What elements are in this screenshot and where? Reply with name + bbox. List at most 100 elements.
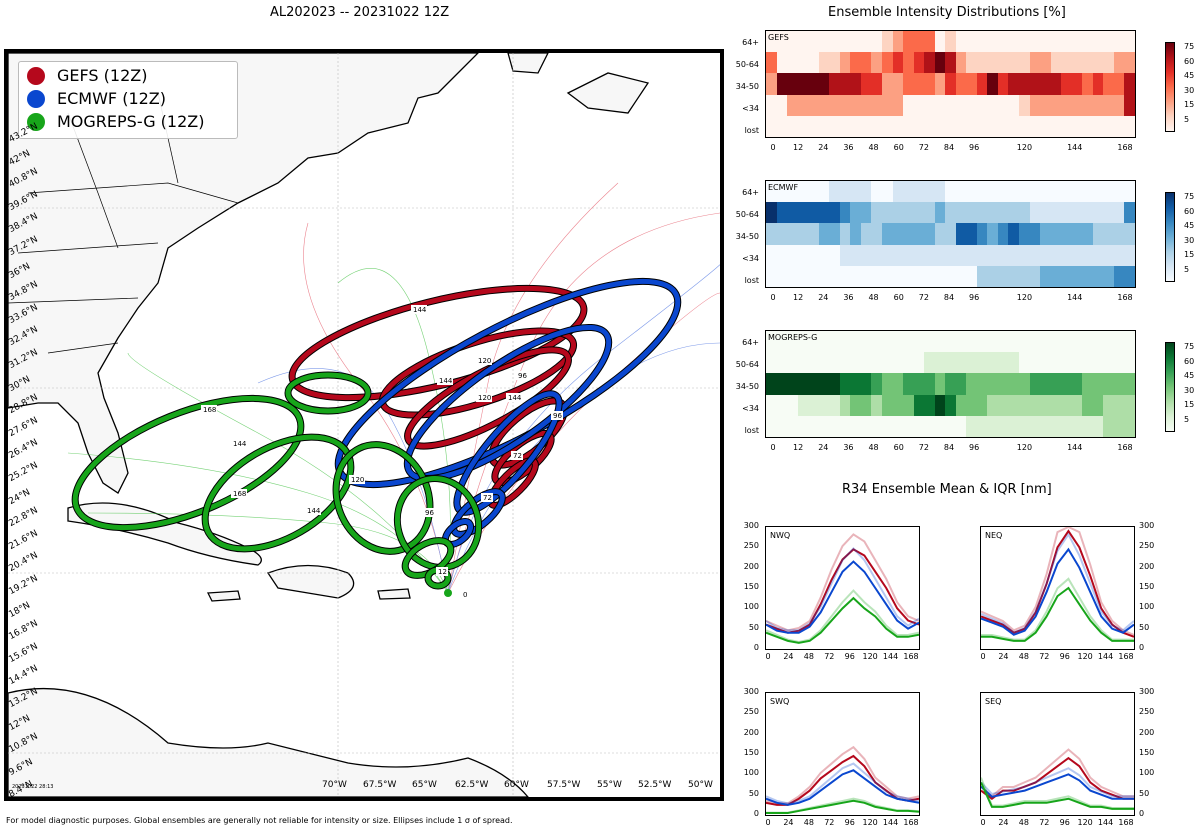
lon-label: 52.5°W — [638, 780, 672, 790]
r34-ytick: 250 — [743, 707, 759, 717]
r34-iqr-line — [980, 532, 1135, 634]
r34-xtick: 0 — [980, 652, 986, 661]
heat-cell — [818, 223, 830, 246]
heat-cell — [966, 52, 978, 74]
heat-cell — [1019, 331, 1031, 353]
heat-cell — [1050, 331, 1062, 353]
ecmwf-label-96: 96 — [553, 412, 562, 420]
intensity-xlabel: 84 — [943, 143, 955, 152]
heat-cell — [881, 31, 893, 53]
heat-cell — [934, 73, 946, 96]
colorbar — [1165, 42, 1175, 132]
lon-label: 60°W — [504, 780, 529, 790]
heat-cell — [1092, 373, 1104, 396]
r34-xtick: 24 — [783, 818, 794, 827]
heat-cell — [1050, 94, 1062, 117]
heat-cell — [892, 73, 904, 96]
heat-cell — [871, 244, 883, 267]
colorbar-tick: 45 — [1184, 221, 1195, 230]
heat-cell — [787, 94, 799, 117]
heat-cell — [976, 394, 988, 417]
heat-cell — [934, 52, 946, 74]
heat-cell — [945, 52, 957, 74]
heat-cell — [1113, 352, 1125, 374]
heat-cell — [924, 115, 936, 138]
heat-cell — [860, 31, 872, 53]
r34-ytick: 50 — [1139, 788, 1150, 798]
heat-cell — [1082, 202, 1094, 224]
intensity-xlabel: 60 — [893, 143, 904, 152]
heat-cell — [934, 373, 946, 396]
r34-ytick: 0 — [753, 809, 759, 818]
heat-cell — [966, 415, 978, 438]
heat-cell — [818, 73, 830, 96]
heat-cell — [903, 394, 915, 417]
heat-cell — [903, 415, 915, 438]
colorbar-tick: 5 — [1184, 114, 1190, 124]
heat-cell — [1113, 181, 1125, 203]
intensity-xlabel: 144 — [1067, 293, 1083, 302]
heat-cell — [987, 181, 999, 203]
heat-cell — [987, 244, 999, 267]
heat-cell — [776, 352, 788, 374]
heat-cell — [1092, 265, 1104, 288]
heat-cell — [797, 352, 809, 374]
heat-cell — [945, 31, 957, 53]
heat-cell — [881, 244, 893, 267]
r34-iqr-line — [765, 762, 920, 805]
intensity-xlabel: 72 — [918, 443, 929, 452]
ecmwf-label-72: 72 — [513, 452, 522, 460]
heat-cell — [797, 52, 809, 74]
heat-cell — [776, 115, 788, 138]
heat-cell — [1103, 223, 1115, 246]
heat-cell — [913, 373, 925, 396]
intensity-xlabel: 60 — [893, 293, 904, 302]
heat-cell — [797, 244, 809, 267]
heat-cell — [987, 352, 999, 374]
heat-cell — [1040, 115, 1052, 138]
heat-cell — [966, 73, 978, 96]
r34-xtick: 72 — [824, 652, 835, 661]
heat-cell — [913, 394, 925, 417]
heat-cell — [839, 244, 851, 267]
heat-cell — [860, 394, 872, 417]
land-layer — [8, 53, 650, 797]
heat-cell — [839, 415, 851, 438]
lon-label: 70°W — [322, 780, 347, 790]
legend-mogreps: MOGREPS-G (12Z) — [23, 110, 233, 133]
heat-cell — [1050, 202, 1062, 224]
heat-cell — [808, 31, 820, 53]
heat-cell — [976, 415, 988, 438]
heat-cell — [787, 373, 799, 396]
heat-cell — [818, 115, 830, 138]
heat-cell — [818, 373, 830, 396]
heat-cell — [976, 52, 988, 74]
heat-cell — [1103, 181, 1115, 203]
heat-cell — [808, 73, 820, 96]
r34-ytick: 150 — [743, 748, 759, 757]
heat-cell — [787, 52, 799, 74]
heat-cell — [1113, 223, 1125, 246]
heat-cell — [787, 331, 799, 353]
track-map[interactable]: 144 144 120 96 144 120 96 72 72 168 144 … — [4, 49, 724, 801]
heat-cell — [850, 331, 862, 353]
heat-cell — [808, 223, 820, 246]
heat-cell — [818, 94, 830, 117]
heatmap-ecmwf: ECMWF — [765, 180, 1136, 288]
heat-cell — [766, 181, 778, 203]
intensity-xlabel: 120 — [1016, 293, 1033, 302]
heat-cell — [1061, 415, 1073, 438]
heat-cell — [1050, 52, 1062, 74]
heat-cell — [871, 265, 883, 288]
r34-ytick: 50 — [748, 622, 759, 632]
heat-cell — [945, 265, 957, 288]
heat-cell — [1050, 31, 1062, 53]
heat-cell — [818, 394, 830, 417]
storm-start-marker — [444, 589, 452, 597]
intensity-ylabel: 34-50 — [735, 82, 759, 91]
r34-xtick: 120 — [862, 652, 878, 661]
heat-cell — [850, 373, 862, 396]
heat-cell — [839, 265, 851, 288]
heat-cell — [1019, 265, 1031, 288]
heat-cell — [1050, 181, 1062, 203]
